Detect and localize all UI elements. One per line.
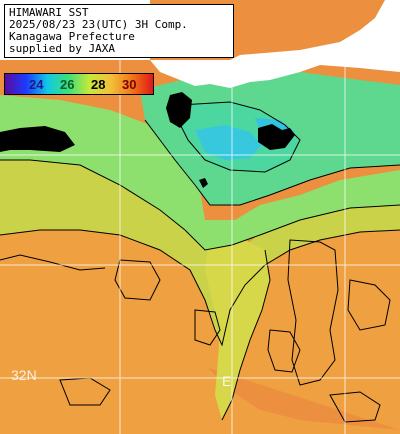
contour-25 (177, 101, 301, 173)
sea-coldest-patch (195, 125, 262, 160)
colorbar-label-26: 26 (60, 77, 75, 92)
contour-south-patch-3 (194, 309, 221, 346)
info-region: Kanagawa Prefecture (9, 30, 135, 43)
info-datetime: 2025/08/23 23(UTC) 3H Comp. (9, 18, 188, 31)
longitude-label: E (222, 373, 232, 389)
info-source: supplied by JAXA (9, 42, 115, 55)
graticule (0, 60, 400, 434)
contour-west-band (0, 254, 106, 271)
contour-lines (0, 101, 400, 423)
contour-south-patch-1 (267, 329, 301, 373)
colorbar-gradient (5, 74, 153, 94)
colorbar-label-30: 30 (122, 77, 137, 92)
land-small-island (199, 178, 208, 188)
colorbar: 24 26 28 30 (4, 73, 154, 95)
contour-south-patch-2 (114, 259, 161, 301)
no-data-honshu (150, 0, 400, 88)
info-title: HIMAWARI SST (9, 6, 89, 19)
land-boso-peninsula (258, 124, 295, 150)
contour-east-box (287, 239, 339, 386)
contour-27 (0, 159, 400, 251)
colorbar-label-24: 24 (29, 77, 44, 92)
info-box: HIMAWARI SST 2025/08/23 23(UTC) 3H Comp.… (4, 4, 234, 58)
land-izu-peninsula (166, 92, 192, 128)
sea-yellow-plume (205, 230, 270, 420)
sea-yellow-band (0, 120, 400, 345)
sea-green-band (0, 95, 400, 250)
contour-28 (0, 229, 400, 347)
contour-southeast (347, 279, 391, 331)
contour-south-patch-5 (329, 391, 381, 423)
land-kii-peninsula (0, 126, 75, 152)
colorbar-label-28: 28 (91, 77, 106, 92)
contour-26 (144, 119, 400, 206)
latitude-label: 32N (11, 367, 37, 383)
